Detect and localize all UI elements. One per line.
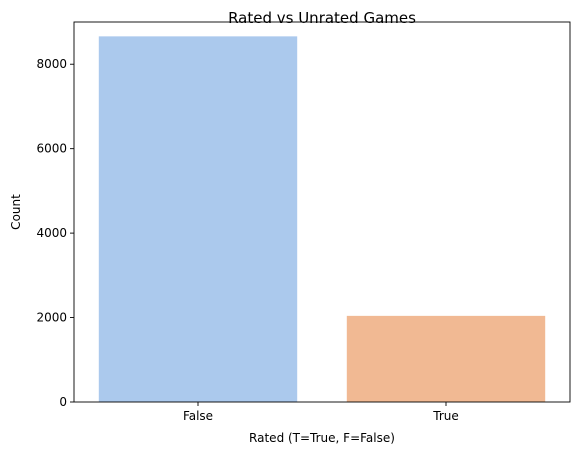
x-axis: False True <box>183 402 459 423</box>
x-tick-label: True <box>432 409 459 423</box>
bars-group <box>99 36 545 402</box>
x-axis-label: Rated (T=True, F=False) <box>249 431 395 445</box>
bar-true <box>347 316 545 402</box>
y-axis-label: Count <box>9 194 23 230</box>
y-tick-label: 4000 <box>36 226 67 240</box>
x-tick-label: False <box>183 409 213 423</box>
y-axis: 0 2000 4000 6000 8000 <box>36 57 74 409</box>
chart-title: Rated vs Unrated Games <box>228 9 416 27</box>
y-tick-label: 0 <box>59 395 67 409</box>
y-tick-label: 6000 <box>36 142 67 156</box>
y-tick-label: 2000 <box>36 311 67 325</box>
bar-false <box>99 36 297 402</box>
y-tick-label: 8000 <box>36 57 67 71</box>
